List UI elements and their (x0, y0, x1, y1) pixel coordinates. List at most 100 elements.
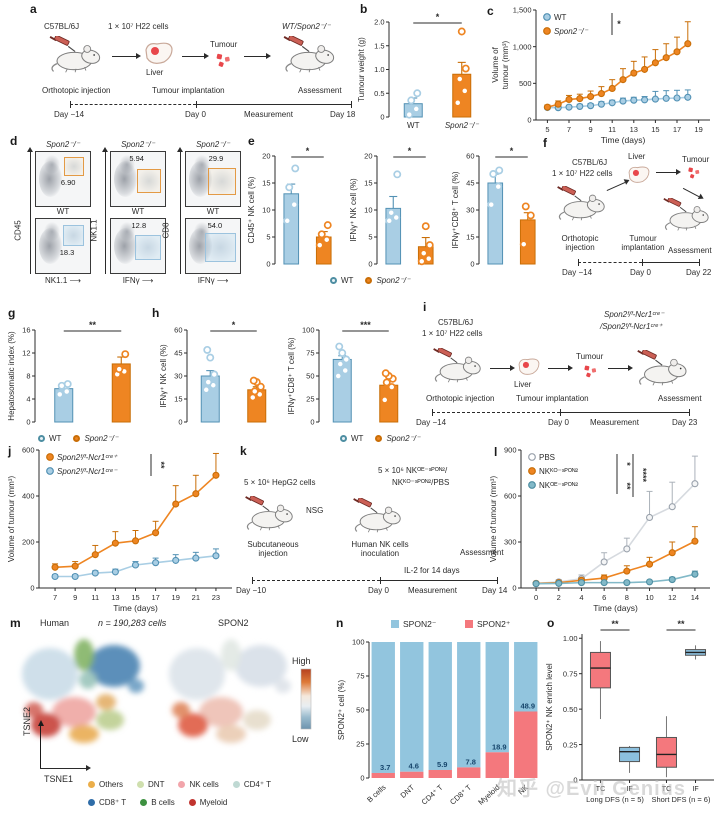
flow-gate-percentage: 18.3 (59, 248, 75, 258)
flow-gate-percentage: 6.90 (60, 177, 76, 187)
svg-text:*: * (622, 462, 632, 466)
scale-high-label: High (292, 656, 311, 666)
svg-text:2.0: 2.0 (374, 18, 384, 27)
svg-text:200: 200 (22, 538, 35, 547)
panel-label-b: b (360, 2, 368, 16)
svg-text:30: 30 (466, 206, 474, 215)
svg-text:0: 0 (470, 260, 474, 269)
svg-text:Time (days): Time (days) (113, 603, 158, 613)
legend-wt-ko: WT Spon2⁻/⁻ (340, 434, 420, 443)
svg-text:0: 0 (534, 593, 538, 602)
flow-plot: 29.9 (185, 151, 241, 207)
svg-text:5: 5 (368, 233, 372, 242)
svg-text:CD4⁺ T: CD4⁺ T (420, 783, 445, 807)
tsne2-label: TSNE2 (22, 706, 32, 736)
arrow-icon (656, 168, 681, 176)
tsne-celltype-plot (22, 639, 144, 743)
timeline-tick (252, 576, 254, 584)
svg-text:1,500: 1,500 (513, 6, 532, 15)
flow-plot: 6.90 (35, 151, 91, 207)
tsne-legend-item: Myeloid (188, 798, 227, 807)
svg-text:WT: WT (407, 121, 420, 130)
svg-text:NKᴼᴱ⁻ˢᴾᴼᴺ²: NKᴼᴱ⁻ˢᴾᴼᴺ² (539, 481, 578, 490)
mouse-syringe-icon (556, 186, 608, 222)
mouse-syringe-icon (352, 498, 404, 534)
step-label: Orthotopic injection (42, 86, 111, 95)
arrow-icon (548, 364, 573, 372)
liver-label: Liver (628, 152, 646, 161)
svg-text:9: 9 (73, 593, 77, 602)
svg-text:0: 0 (310, 418, 314, 427)
legend-color-dot (88, 781, 95, 788)
hepatosomatic-bar-chart: 0 4 8 12 16 Hepatosomatic index (%) ** (7, 320, 131, 427)
spon2-title: SPON2 (218, 618, 249, 628)
step-label: Orthotopic injection (561, 234, 599, 253)
svg-text:13: 13 (630, 125, 638, 134)
tsne1-label: TSNE1 (44, 774, 74, 784)
flow-bottom-title: WT (56, 207, 70, 216)
flow-plot: 5.94 (110, 151, 166, 207)
flow-y-axis-arrow-icon (26, 147, 35, 274)
svg-text:****: **** (638, 468, 648, 483)
tsne2-axis (40, 724, 42, 768)
flow-gate (134, 235, 161, 261)
svg-text:11: 11 (608, 125, 616, 134)
panel-label-c: c (487, 4, 494, 18)
flow-y-axis-label: CD8 (161, 222, 171, 239)
nk-cells-label: NKᴷᴼ⁻ˢᴾᴼᴺ²/PBS (392, 478, 450, 487)
svg-text:**: ** (156, 461, 166, 469)
flow-top-title: Spon2⁻/⁻ (196, 140, 230, 149)
timeline-solid (560, 408, 691, 416)
legend-color-dot (178, 781, 186, 788)
flow-gate (205, 233, 236, 263)
svg-text:PBS: PBS (539, 453, 555, 462)
svg-text:SPON2⁺ cell (%): SPON2⁺ cell (%) (337, 680, 346, 741)
timeline-solid (642, 258, 701, 266)
ko-marker-icon (375, 435, 383, 442)
panel-label-d: d (10, 134, 18, 148)
svg-text:*: * (306, 146, 310, 156)
svg-text:10: 10 (364, 206, 372, 215)
svg-text:9: 9 (589, 125, 593, 134)
panel-label-g: g (8, 306, 16, 320)
flow-x-axis-label: NK1.1 ⟶ (45, 276, 81, 285)
svg-text:IFNγ⁺CD8⁺ T cell (%): IFNγ⁺CD8⁺ T cell (%) (451, 171, 460, 248)
tumour-label: Tumour (682, 155, 710, 164)
svg-text:5: 5 (545, 125, 549, 134)
watermark: 知乎 @Evil Genius (497, 778, 686, 800)
tsne-legend-item: NK cells (178, 780, 219, 789)
svg-text:6: 6 (602, 593, 606, 602)
svg-text:10: 10 (262, 206, 270, 215)
nsg-label: NSG (306, 506, 324, 515)
svg-text:16: 16 (22, 326, 30, 335)
tumour-icon (686, 166, 703, 181)
svg-text:60: 60 (174, 326, 182, 335)
day-label: Day 14 (482, 586, 508, 595)
ncr1-tumour-volume-line-chart: 0 200 400 600 Volume of tumour (mm³) 7 9 11 13 15… (7, 446, 232, 613)
nk-transfer-tumour-volume-line-chart: 0 300 600 900 Volume of tumour (mm³) 0 2 4 6 8 10 1… (489, 446, 710, 613)
svg-text:0: 0 (512, 584, 516, 593)
svg-text:*: * (436, 12, 440, 22)
step-label: Tumour implantation (152, 86, 225, 95)
svg-text:Tumour weight (g): Tumour weight (g) (357, 37, 366, 102)
panel-label-a: a (30, 2, 37, 16)
scale-low-label: Low (292, 734, 309, 744)
svg-text:15: 15 (364, 179, 372, 188)
svg-text:**: ** (622, 482, 632, 490)
svg-text:17: 17 (673, 125, 681, 134)
svg-text:0: 0 (26, 418, 30, 427)
tsne-legend-item: CD8⁺ T (88, 798, 126, 807)
flow-y-axis-arrow-icon (176, 147, 185, 274)
svg-text:Time (days): Time (days) (601, 135, 646, 145)
ifng-cd8-bar-chart: 0 15 30 45 60 IFNγ⁺CD8⁺ T cell (%) * (451, 146, 536, 269)
flow-x-axis-label: IFNγ ⟶ (197, 276, 229, 285)
wt-marker-icon (340, 435, 347, 442)
cells-label: 1 × 10⁷ H22 cells (422, 329, 483, 338)
svg-text:Spon2⁻/⁻: Spon2⁻/⁻ (554, 27, 589, 36)
panel-label-f: f (543, 136, 547, 150)
svg-text:20: 20 (262, 152, 270, 161)
legend-wt-label: WT (351, 434, 364, 443)
panel-label-e: e (248, 134, 255, 148)
svg-text:1.0: 1.0 (374, 65, 384, 74)
svg-text:***: *** (360, 320, 371, 330)
